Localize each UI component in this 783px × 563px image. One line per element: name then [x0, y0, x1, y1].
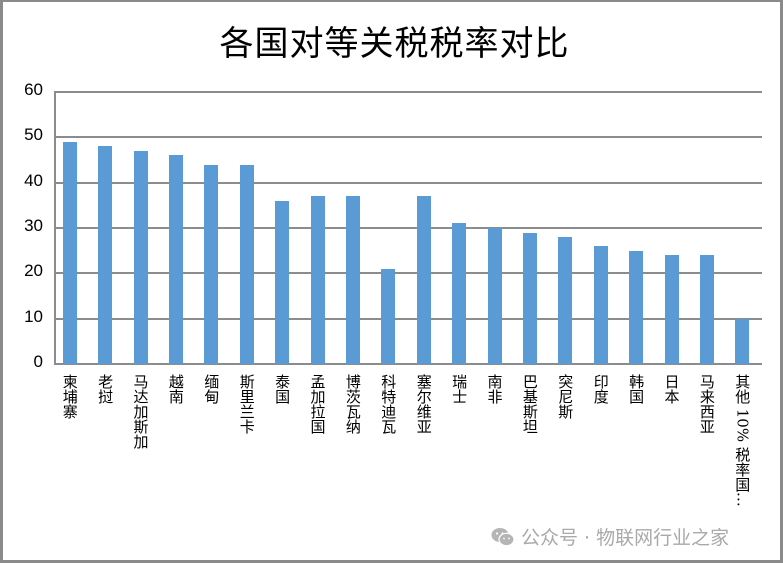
y-tick-label: 30: [24, 216, 43, 235]
bar: [62, 141, 77, 364]
gridline: [54, 227, 762, 229]
bar: [133, 150, 148, 364]
x-tick-label: 日本: [662, 374, 681, 404]
bar: [204, 164, 219, 364]
gridline: [54, 91, 762, 93]
x-tick-label: 其他 10% 税率国…: [733, 374, 752, 507]
watermark-text: 公众号 · 物联网行业之家: [521, 527, 730, 549]
bar: [487, 228, 502, 364]
wechat-icon: [491, 527, 515, 547]
y-tick-label: 50: [24, 125, 43, 145]
bar: [345, 196, 360, 364]
y-tick-label: 40: [24, 170, 43, 190]
bar: [629, 250, 644, 364]
y-tick-label: 0: [33, 352, 43, 371]
bar: [522, 232, 537, 364]
bar: [735, 318, 750, 364]
bar: [310, 196, 325, 364]
x-tick-label: 科特迪瓦: [379, 374, 398, 434]
bar: [558, 237, 573, 364]
y-tick-label: 20: [24, 261, 43, 281]
x-tick-label: 塞尔维亚: [414, 374, 433, 434]
gridline: [54, 317, 762, 320]
x-tick-label: 印度: [591, 374, 610, 404]
x-tick-label: 斯里兰卡: [237, 374, 256, 434]
x-tick-label: 马来西亚: [697, 374, 716, 434]
y-tick-label: 60: [24, 80, 43, 99]
bar: [452, 223, 467, 364]
bar: [239, 164, 254, 364]
x-tick-label: 马达加斯加: [131, 374, 150, 449]
bar: [664, 255, 679, 364]
x-tick-label: 柬埔寨: [60, 374, 79, 419]
bar: [416, 196, 431, 364]
bar: [98, 146, 113, 364]
x-tick-label: 突尼斯: [556, 374, 575, 419]
x-tick-label: 博茨瓦纳: [343, 374, 362, 434]
x-tick-label: 巴基斯坦: [520, 374, 539, 434]
gridline: [54, 181, 762, 184]
chart-title: 各国对等关税税率对比: [219, 24, 570, 64]
watermark: 公众号 · 物联网行业之家: [491, 523, 729, 550]
bar: [168, 155, 183, 364]
plot-area: [54, 91, 762, 365]
bar: [381, 268, 396, 364]
bar: [593, 246, 608, 364]
bar: [275, 200, 290, 364]
gridline: [54, 272, 762, 275]
bar: [699, 255, 714, 364]
x-axis-line: [54, 363, 762, 365]
x-tick-label: 韩国: [627, 374, 646, 404]
x-tick-label: 泰国: [273, 374, 292, 404]
x-tick-label: 南非: [485, 374, 504, 404]
x-tick-label: 越南: [166, 374, 185, 404]
x-tick-label: 瑞士: [450, 374, 469, 404]
x-tick-label: 老挝: [96, 374, 115, 404]
y-tick-label: 10: [24, 306, 43, 326]
x-tick-label: 缅甸: [202, 374, 221, 404]
gridline: [54, 136, 762, 139]
x-tick-label: 孟加拉国: [308, 374, 327, 434]
